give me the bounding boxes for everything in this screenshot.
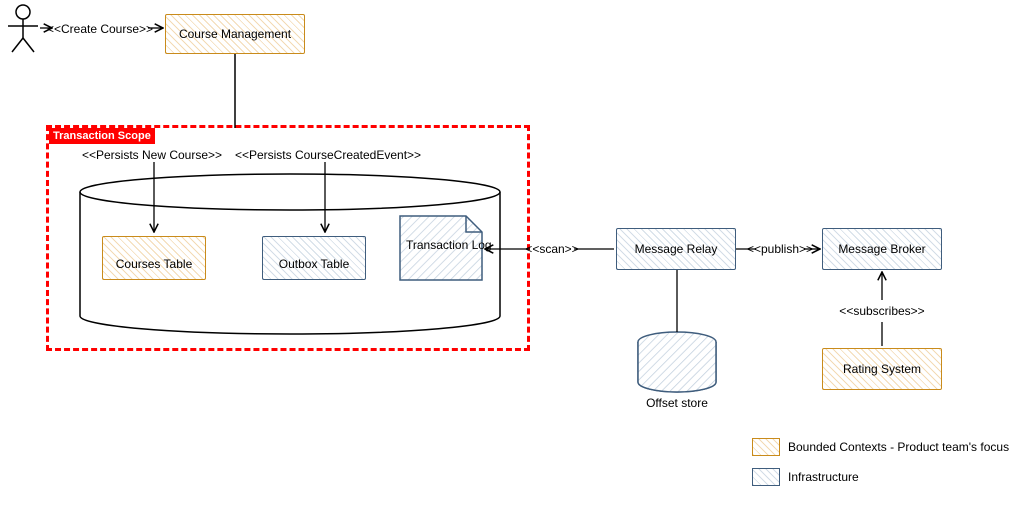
- subscribes-edge-label: <<subscribes>>: [839, 304, 924, 318]
- transaction-scope-title: Transaction Scope: [49, 128, 155, 144]
- persists-event-edge-label: <<Persists CourseCreatedEvent>>: [235, 148, 421, 162]
- outbox-table-label: Outbox Table: [279, 257, 350, 271]
- courses-table-label: Courses Table: [116, 257, 193, 271]
- message-broker-label: Message Broker: [838, 242, 925, 256]
- legend-blue-label: Infrastructure: [788, 470, 859, 484]
- create-course-edge-label: <<Create Course>>: [47, 22, 153, 36]
- actor-icon: [8, 5, 38, 52]
- courses-table-node: Courses Table: [102, 236, 206, 280]
- legend-swatch-orange: [752, 438, 780, 456]
- rating-system-label: Rating System: [843, 362, 921, 376]
- message-relay-label: Message Relay: [635, 242, 718, 256]
- diagram-stage: { "diagram": { "type": "flowchart", "bac…: [0, 0, 1013, 512]
- scan-edge-label: <<scan>>: [525, 242, 578, 256]
- message-broker-node: Message Broker: [822, 228, 942, 270]
- transaction-log-label: Transaction Log: [406, 238, 476, 252]
- legend-swatch-blue: [752, 468, 780, 486]
- offset-store-label: Offset store: [646, 396, 708, 410]
- message-relay-node: Message Relay: [616, 228, 736, 270]
- offset-store-cylinder: [638, 332, 716, 392]
- legend-orange-label: Bounded Contexts - Product team's focus: [788, 440, 1009, 454]
- outbox-table-node: Outbox Table: [262, 236, 366, 280]
- course-management-node: Course Management: [165, 14, 305, 54]
- persists-course-edge-label: <<Persists New Course>>: [82, 148, 222, 162]
- rating-system-node: Rating System: [822, 348, 942, 390]
- course-management-label: Course Management: [179, 27, 291, 41]
- publish-edge-label: <<publish>>: [747, 242, 813, 256]
